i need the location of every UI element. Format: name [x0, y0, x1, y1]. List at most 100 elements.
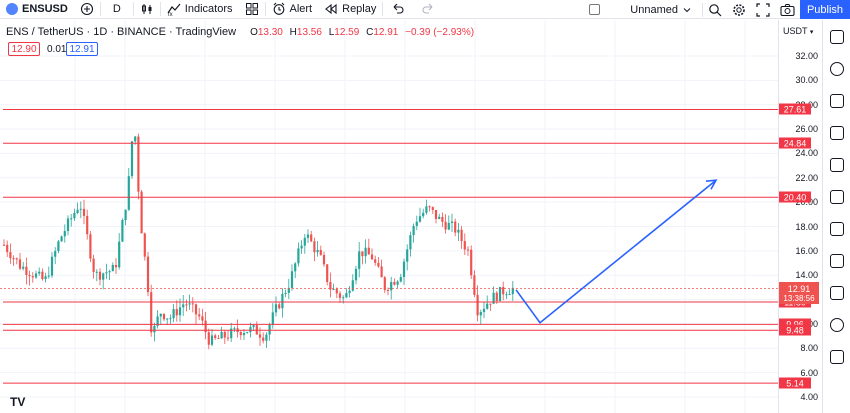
- candle-body: [108, 271, 111, 273]
- snapshot-button[interactable]: [775, 0, 800, 19]
- fullscreen-icon: [756, 2, 770, 17]
- candle-body: [178, 307, 182, 316]
- candle-body: [383, 277, 386, 291]
- interval-label: D: [112, 3, 121, 15]
- candle-body: [249, 327, 252, 333]
- candle-body: [495, 292, 498, 302]
- candle-body: [124, 209, 127, 221]
- candle-body: [246, 332, 249, 334]
- screener-icon[interactable]: [830, 286, 844, 300]
- candle-body: [415, 221, 418, 226]
- chevron-down-icon: [683, 7, 691, 12]
- candle-body: [505, 294, 508, 296]
- data-window-icon[interactable]: [830, 94, 844, 108]
- candle-body: [98, 271, 102, 280]
- compare-button[interactable]: [74, 0, 100, 19]
- candle-body: [508, 294, 511, 296]
- publish-button[interactable]: Publish: [800, 0, 850, 19]
- price-tick: 26.00: [795, 124, 818, 135]
- chart-type-button[interactable]: [134, 0, 160, 19]
- notifications-icon[interactable]: [830, 318, 844, 332]
- candle-body: [73, 212, 76, 219]
- candle-body: [316, 249, 319, 253]
- candle-body: [47, 275, 50, 277]
- candle-body: [22, 266, 25, 269]
- horizontal-levels: [3, 108, 778, 384]
- candle-body: [207, 332, 210, 345]
- alert-button[interactable]: Alert: [266, 0, 319, 19]
- candle-body: [217, 337, 220, 339]
- candle-body: [159, 313, 162, 317]
- candle-body: [70, 218, 73, 220]
- candle-body: [89, 234, 92, 259]
- candle-body: [431, 207, 434, 210]
- axis-currency[interactable]: USDT ▾: [783, 26, 814, 36]
- candle-body: [390, 281, 393, 291]
- checkbox-icon[interactable]: [589, 4, 601, 15]
- replay-button[interactable]: Replay: [318, 0, 382, 19]
- chat-icon[interactable]: [830, 222, 844, 236]
- quick-search-button[interactable]: [703, 0, 727, 19]
- candle-body: [182, 304, 185, 308]
- candle-body: [121, 220, 124, 242]
- alerts-clock-icon[interactable]: [830, 62, 844, 76]
- fullscreen-button[interactable]: [751, 0, 775, 19]
- candle-body: [278, 304, 281, 309]
- tradingview-logo[interactable]: TV: [10, 395, 26, 409]
- ask-button[interactable]: 12.91: [66, 42, 98, 56]
- search-icon: [709, 3, 722, 16]
- bar-countdown: 13:38:56: [783, 293, 815, 303]
- candle-body: [60, 236, 63, 242]
- hotlist-icon[interactable]: [830, 126, 844, 140]
- candle-body: [470, 249, 473, 276]
- candle-body: [441, 216, 444, 222]
- candle-body: [86, 215, 89, 235]
- undo-button[interactable]: [383, 0, 413, 19]
- candle-body: [31, 276, 34, 278]
- add-symbol-icon: [80, 2, 93, 16]
- candle-body: [44, 276, 47, 280]
- candle-body: [76, 209, 79, 213]
- candle-body: [489, 303, 492, 305]
- templates-button[interactable]: [239, 0, 265, 19]
- interval-button[interactable]: D: [101, 0, 133, 19]
- candle-body: [12, 258, 15, 260]
- candle-body: [162, 313, 166, 320]
- level-price-tag: 24.84: [779, 137, 811, 149]
- symbol-title[interactable]: ENS / TetherUS · 1D · BINANCE · TradingV…: [6, 26, 237, 38]
- undo-icon: [393, 3, 404, 14]
- menu-icon[interactable]: [830, 350, 844, 364]
- layout-name-button[interactable]: Unnamed: [583, 0, 702, 19]
- price-tick: 8.00: [800, 343, 818, 354]
- candle-body: [287, 287, 290, 293]
- candle-body: [351, 280, 354, 291]
- symbol-search[interactable]: ENSUSD: [0, 0, 74, 19]
- calendar-icon[interactable]: [830, 158, 844, 172]
- chevron-down-icon: ▾: [809, 29, 814, 36]
- redo-button[interactable]: [413, 0, 443, 19]
- replay-label: Replay: [342, 3, 377, 15]
- right-sidebar: [822, 20, 850, 413]
- price-axis[interactable]: USDT ▾ 32.0030.0028.0026.0024.0022.0020.…: [778, 20, 822, 413]
- candle-body: [370, 254, 374, 260]
- candle-body: [457, 229, 460, 233]
- ideas-icon[interactable]: [830, 190, 844, 204]
- price-tick: 16.00: [795, 245, 818, 256]
- grid-icon: [245, 3, 258, 15]
- news-icon[interactable]: [830, 254, 844, 268]
- candle-body: [214, 335, 217, 338]
- watchlist-icon[interactable]: [830, 30, 844, 44]
- candle-body: [460, 229, 463, 242]
- candle-body: [169, 318, 172, 320]
- candle-body: [15, 258, 18, 260]
- settings-button[interactable]: [727, 0, 751, 19]
- candle-body: [150, 292, 153, 333]
- candle-body: [210, 335, 214, 345]
- chart-legend: ENS / TetherUS · 1D · BINANCE · TradingV…: [6, 26, 474, 38]
- candle-body: [345, 293, 348, 298]
- indicators-button[interactable]: fx Indicators: [161, 0, 239, 19]
- price-chart[interactable]: [0, 20, 778, 413]
- candle-body: [258, 334, 262, 338]
- candle-body: [364, 247, 367, 257]
- bid-button[interactable]: 12.90: [8, 42, 40, 56]
